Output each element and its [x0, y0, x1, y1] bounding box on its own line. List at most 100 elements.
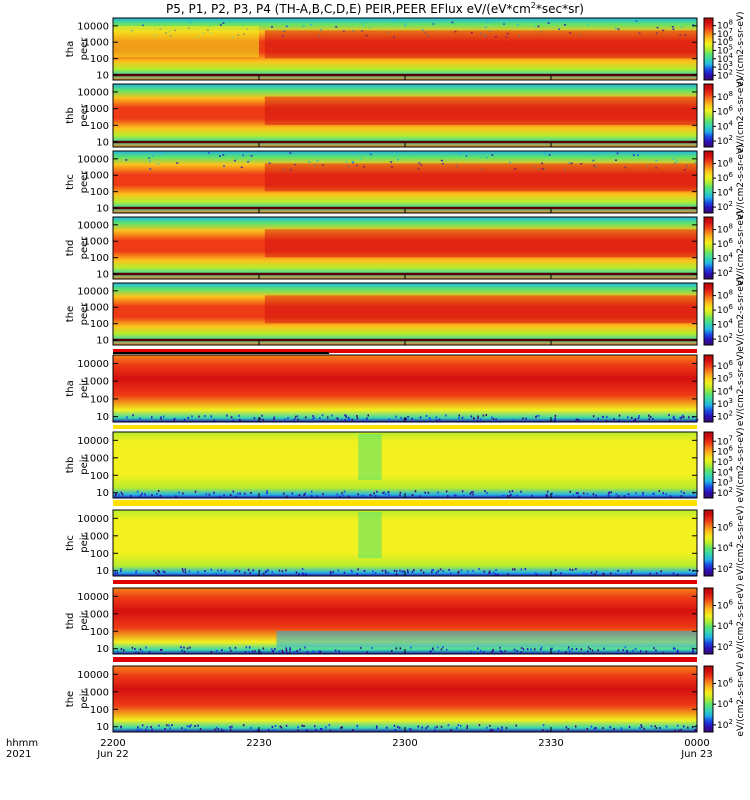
noise-speck: [329, 724, 331, 726]
noise-speck: [571, 648, 573, 650]
noise-speck: [631, 570, 633, 572]
noise-speck: [420, 569, 422, 571]
noise-speck: [649, 573, 651, 575]
noise-speck: [627, 572, 629, 574]
noise-speck: [497, 574, 499, 576]
noise-speck: [503, 23, 505, 25]
noise-speck: [242, 155, 244, 157]
noise-speck: [164, 571, 166, 573]
y-tick-label: 10: [96, 71, 109, 82]
y-tick-label: 100: [90, 471, 109, 482]
noise-speck: [200, 728, 202, 730]
colorbar: [704, 588, 713, 654]
noise-speck: [504, 650, 506, 652]
noise-speck: [229, 726, 231, 728]
noise-speck: [554, 419, 556, 421]
noise-speck: [522, 417, 524, 419]
noise-speck: [310, 24, 312, 26]
noise-speck: [626, 651, 628, 653]
colorbar: [704, 432, 713, 498]
noise-speck: [338, 650, 340, 652]
noise-speck: [509, 162, 511, 164]
noise-speck: [340, 727, 342, 729]
noise-speck: [279, 570, 281, 572]
noise-speck: [352, 419, 354, 421]
noise-speck: [424, 492, 426, 494]
panel-thb-peer: 10100100010000thb peer102104106108 eV/(cm2…: [65, 78, 746, 153]
noise-speck: [579, 496, 581, 498]
noise-speck: [394, 725, 396, 727]
noise-speck: [681, 416, 683, 418]
noise-speck: [576, 492, 578, 494]
panel-label-product: peir: [79, 378, 90, 398]
noise-speck: [627, 416, 629, 418]
noise-speck: [479, 652, 481, 654]
noise-speck: [219, 155, 221, 157]
noise-speck: [537, 26, 539, 28]
noise-speck: [521, 568, 523, 570]
noise-speck: [656, 572, 658, 574]
spectrogram-tha-peir: [113, 355, 697, 422]
noise-speck: [609, 495, 611, 497]
noise-speck: [244, 572, 246, 574]
noise-speck: [359, 158, 361, 160]
noise-speck: [348, 418, 350, 420]
noise-speck: [668, 414, 670, 416]
noise-speck: [412, 494, 414, 496]
noise-speck: [344, 491, 346, 493]
noise-speck: [495, 569, 497, 571]
noise-speck: [299, 494, 301, 496]
noise-speck: [210, 415, 212, 417]
noise-speck: [180, 646, 182, 648]
y-tick-label: 100: [90, 705, 109, 716]
noise-speck: [512, 568, 514, 570]
noise-speck: [272, 574, 274, 576]
noise-speck: [432, 23, 434, 25]
noise-speck: [595, 727, 597, 729]
noise-speck: [240, 420, 242, 422]
noise-speck: [593, 154, 595, 156]
noise-speck: [303, 725, 305, 727]
noise-speck: [357, 573, 359, 575]
noise-speck: [523, 648, 525, 650]
y-tick-label: 10: [96, 270, 109, 281]
noise-speck: [138, 496, 140, 498]
noise-speck: [520, 651, 522, 653]
noise-speck: [406, 23, 408, 25]
noise-speck: [246, 646, 248, 648]
noise-speck: [467, 570, 469, 572]
noise-speck: [437, 492, 439, 494]
noise-speck: [189, 726, 191, 728]
noise-speck: [676, 160, 678, 162]
noise-speck: [632, 650, 634, 652]
noise-speck: [137, 491, 139, 493]
noise-speck: [487, 21, 489, 23]
noise-speck: [543, 651, 545, 653]
noise-speck: [472, 491, 474, 493]
noise-speck: [244, 493, 246, 495]
noise-speck: [229, 647, 231, 649]
colorbar-unit-label: eV/(cm2-s-sr-eV): [736, 505, 746, 580]
noise-speck: [184, 651, 186, 653]
noise-speck: [543, 724, 545, 726]
noise-speck: [189, 21, 191, 23]
noise-speck: [400, 417, 402, 419]
noise-speck: [252, 650, 254, 652]
spectrogram-thc-peir: [113, 510, 697, 576]
noise-speck: [467, 725, 469, 727]
colorbar-tick-label: 102: [717, 562, 733, 575]
noise-speck: [673, 158, 675, 160]
noise-speck: [674, 648, 676, 650]
noise-speck: [221, 649, 223, 651]
noise-speck: [211, 569, 213, 571]
x-axis-row1-label: hhmm: [6, 738, 38, 749]
noise-speck: [169, 727, 171, 729]
noise-speck: [446, 490, 448, 492]
noise-speck: [683, 492, 685, 494]
noise-speck: [263, 573, 265, 575]
panel-label-probe: tha: [65, 380, 76, 396]
noise-speck: [187, 725, 189, 727]
noise-speck: [643, 728, 645, 730]
panel-label-probe: the: [65, 691, 76, 707]
noise-speck: [578, 419, 580, 421]
